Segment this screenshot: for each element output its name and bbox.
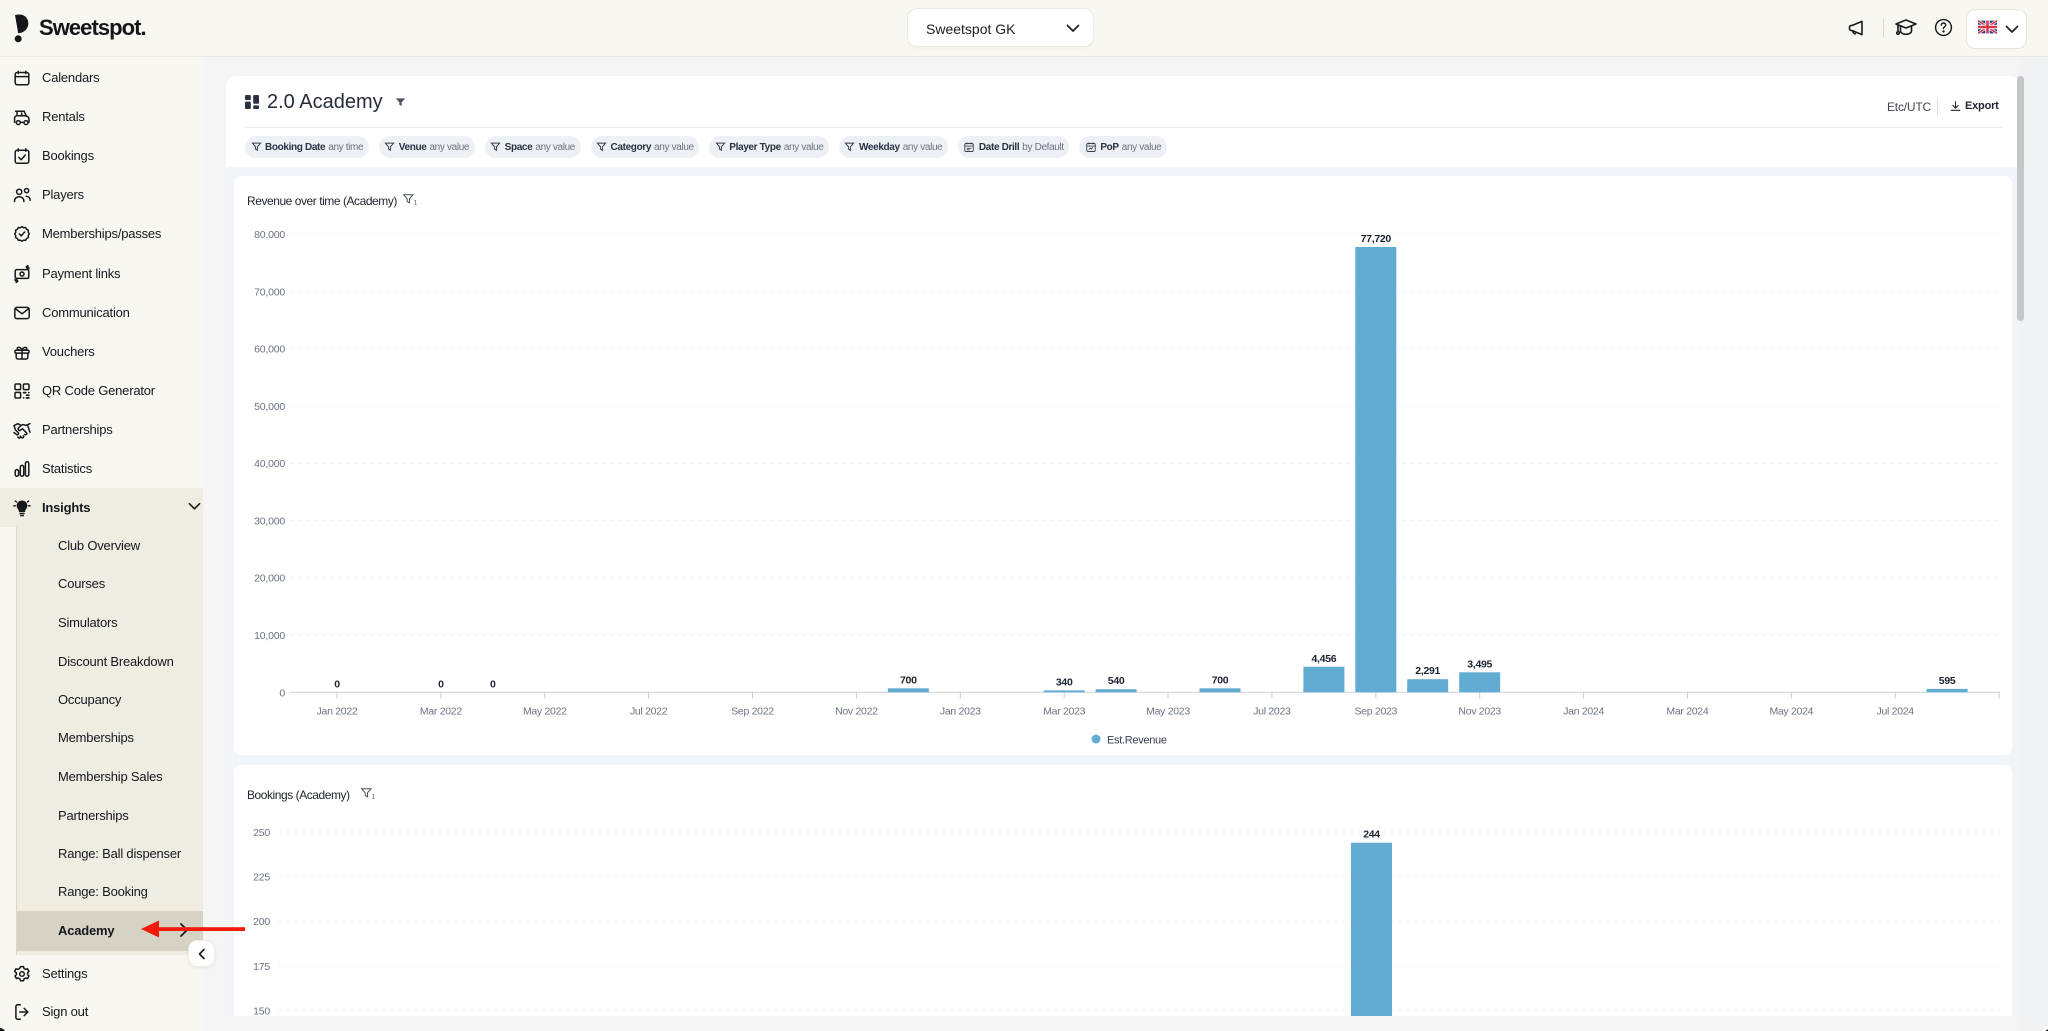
svg-text:0: 0 <box>490 678 496 690</box>
svg-text:Est.Revenue: Est.Revenue <box>1107 735 1167 747</box>
svg-text:Sep 2023: Sep 2023 <box>1355 705 1398 717</box>
svg-text:175: 175 <box>253 961 270 973</box>
svg-text:40,000: 40,000 <box>254 458 285 470</box>
svg-text:Jul 2024: Jul 2024 <box>1877 705 1915 717</box>
svg-text:0: 0 <box>279 687 285 699</box>
svg-text:3,495: 3,495 <box>1467 658 1492 670</box>
svg-text:0: 0 <box>438 678 444 690</box>
svg-text:Sep 2022: Sep 2022 <box>731 705 774 717</box>
svg-text:150: 150 <box>253 1005 270 1016</box>
svg-text:Mar 2024: Mar 2024 <box>1666 705 1708 717</box>
svg-text:540: 540 <box>1108 675 1125 687</box>
svg-text:340: 340 <box>1056 676 1073 688</box>
svg-text:0: 0 <box>334 678 340 690</box>
svg-text:10,000: 10,000 <box>254 630 285 642</box>
svg-text:May 2023: May 2023 <box>1146 705 1190 717</box>
svg-text:700: 700 <box>900 674 917 686</box>
svg-text:244: 244 <box>1363 829 1380 841</box>
svg-text:70,000: 70,000 <box>254 286 285 298</box>
svg-text:225: 225 <box>253 872 270 884</box>
svg-text:2,291: 2,291 <box>1415 665 1440 677</box>
svg-text:4,456: 4,456 <box>1312 653 1337 665</box>
svg-text:250: 250 <box>253 827 270 839</box>
svg-text:Mar 2022: Mar 2022 <box>420 705 462 717</box>
svg-text:200: 200 <box>253 916 270 928</box>
svg-text:May 2024: May 2024 <box>1769 705 1813 717</box>
svg-text:Nov 2022: Nov 2022 <box>835 705 878 717</box>
svg-text:700: 700 <box>1212 674 1229 686</box>
svg-text:1: 1 <box>414 200 417 207</box>
svg-text:Nov 2023: Nov 2023 <box>1458 705 1501 717</box>
svg-text:Mar 2023: Mar 2023 <box>1043 705 1085 717</box>
svg-text:77,720: 77,720 <box>1361 233 1392 245</box>
svg-text:Jan 2022: Jan 2022 <box>317 705 358 717</box>
svg-text:Jul 2022: Jul 2022 <box>630 705 668 717</box>
svg-text:Jan 2024: Jan 2024 <box>1563 705 1604 717</box>
svg-text:80,000: 80,000 <box>254 229 285 241</box>
svg-text:20,000: 20,000 <box>254 573 285 585</box>
svg-text:Jul 2023: Jul 2023 <box>1253 705 1291 717</box>
svg-text:60,000: 60,000 <box>254 344 285 356</box>
svg-text:30,000: 30,000 <box>254 515 285 527</box>
svg-text:50,000: 50,000 <box>254 401 285 413</box>
svg-text:1: 1 <box>372 794 375 801</box>
svg-text:595: 595 <box>1939 675 1956 687</box>
svg-text:May 2022: May 2022 <box>523 705 567 717</box>
svg-text:Jan 2023: Jan 2023 <box>940 705 981 717</box>
